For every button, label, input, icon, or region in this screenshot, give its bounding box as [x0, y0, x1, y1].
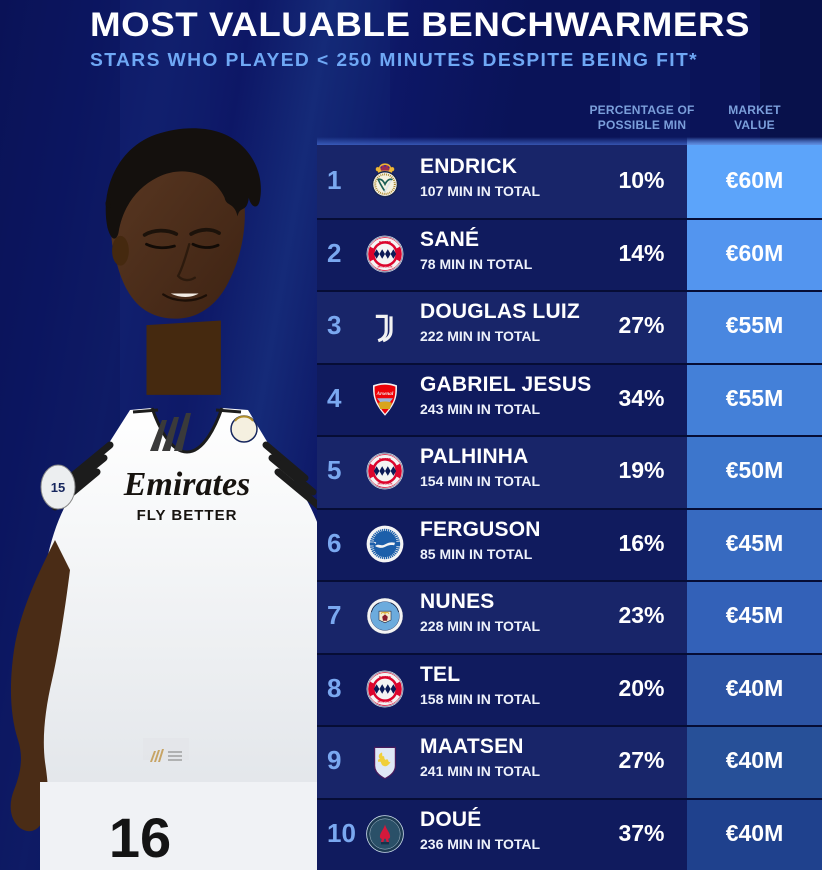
svg-text:BAYERN: BAYERN	[379, 457, 391, 461]
svg-text:Arsenal: Arsenal	[376, 391, 394, 397]
svg-text:BAYERN: BAYERN	[379, 674, 391, 678]
svg-text:15: 15	[51, 480, 65, 495]
svg-text:16: 16	[109, 806, 171, 869]
svg-text:Emirates: Emirates	[123, 466, 251, 503]
svg-text:FLY BETTER: FLY BETTER	[137, 507, 238, 524]
svg-text:BAYERN: BAYERN	[379, 239, 391, 243]
